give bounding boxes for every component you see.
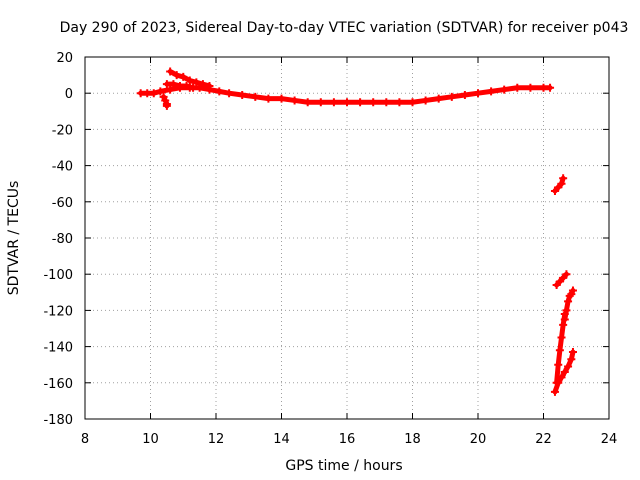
x-tick-label: 14	[273, 432, 290, 447]
x-tick-label: 22	[535, 432, 552, 447]
chart-title: Day 290 of 2023, Sidereal Day-to-day VTE…	[60, 20, 629, 36]
y-tick-label: -180	[43, 413, 73, 428]
grid	[85, 57, 609, 419]
data-point	[162, 101, 171, 110]
data-points	[136, 67, 577, 396]
series-mid-fan	[162, 80, 198, 92]
y-tick-label: -160	[43, 377, 73, 392]
y-tick-label: -20	[52, 123, 73, 138]
x-axis-label: GPS time / hours	[285, 458, 402, 474]
data-point	[189, 83, 198, 92]
y-tick-label: -120	[43, 304, 73, 319]
series-arc-22.5-mid	[552, 310, 569, 387]
x-tick-label: 10	[142, 432, 159, 447]
y-tick-label: 20	[56, 51, 73, 66]
y-axis-ticks: 20 0 -20 -40 -60 -80 -100 -120 -140 -160 -180	[43, 51, 609, 428]
y-tick-label: -140	[43, 341, 73, 356]
data-point	[205, 81, 214, 90]
y-tick-label: -100	[43, 268, 73, 283]
data-point	[562, 270, 571, 279]
x-axis-ticks: 8 10 12 14 16 18 20 22 24	[81, 57, 617, 447]
y-tick-label: -40	[52, 160, 73, 175]
x-tick-label: 18	[404, 432, 421, 447]
series-main-trend	[136, 83, 555, 107]
series-arc-near-22.5-low	[552, 270, 571, 290]
data-point	[568, 286, 577, 295]
x-tick-label: 24	[601, 432, 618, 447]
series-upper-fan	[166, 67, 214, 90]
data-point	[559, 174, 568, 183]
x-tick-label: 20	[470, 432, 487, 447]
series-drop-near-10.5	[159, 92, 171, 110]
data-point	[560, 310, 569, 319]
y-tick-label: -60	[52, 196, 73, 211]
y-tick-label: -80	[52, 232, 73, 247]
data-point	[568, 348, 577, 357]
y-tick-label: 0	[65, 87, 73, 102]
series-arc-near-22.5	[550, 174, 568, 195]
data-point	[546, 83, 555, 92]
series-arc-22.7-low	[550, 348, 577, 396]
x-tick-label: 16	[339, 432, 356, 447]
y-axis-label: SDTVAR / TECUs	[6, 181, 22, 296]
x-tick-label: 12	[208, 432, 225, 447]
x-tick-label: 8	[81, 432, 89, 447]
